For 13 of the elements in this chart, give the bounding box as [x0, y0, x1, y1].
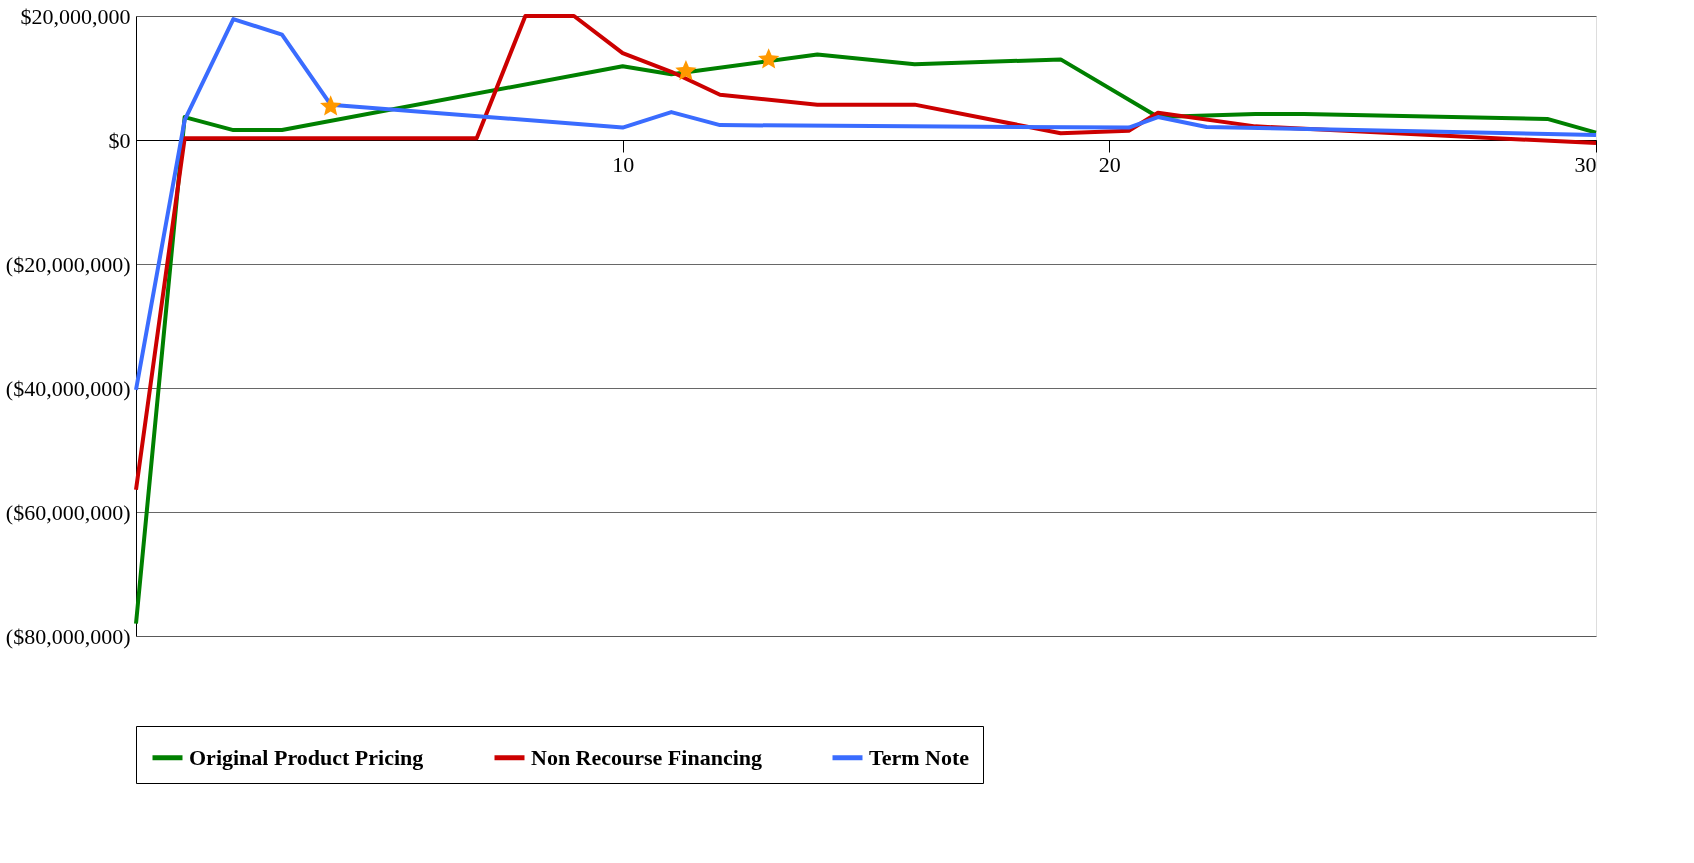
legend-label: Original Product Pricing: [189, 744, 424, 770]
y-tick-label: ($80,000,000): [5, 623, 131, 649]
x-tick-label: 10: [612, 151, 635, 177]
line-series: [134, 52, 1598, 626]
y-tick-label: ($40,000,000): [5, 375, 131, 401]
y-tick-label: $20,000,000: [20, 3, 131, 29]
y-tick-label: ($60,000,000): [5, 499, 131, 525]
x-tick-label: 30: [1574, 151, 1597, 177]
y-tick-label: ($20,000,000): [5, 251, 131, 277]
y-tick-label: $0: [108, 127, 131, 153]
x-tick-label: 20: [1098, 151, 1121, 177]
legend-label: Non Recourse Financing: [531, 744, 762, 770]
legend-label: Term Note: [869, 744, 970, 770]
